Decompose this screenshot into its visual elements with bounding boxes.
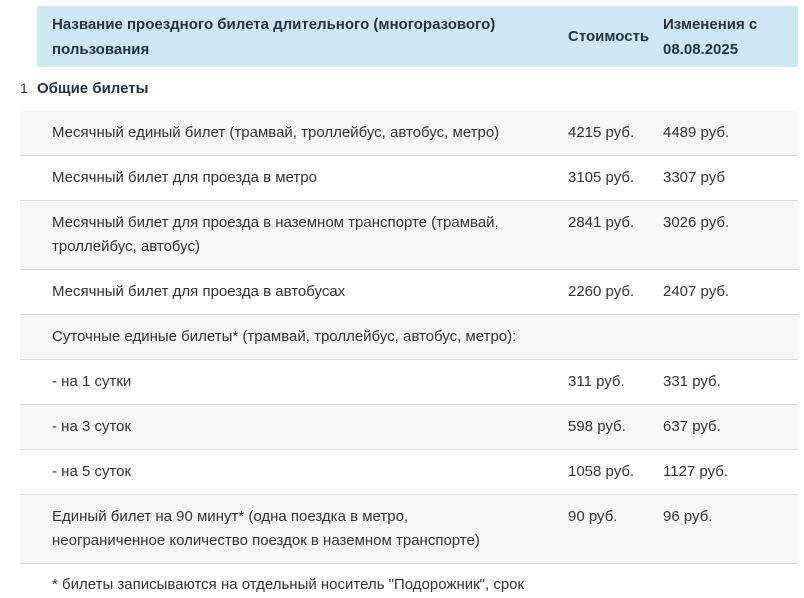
- ticket-price: 4215 руб.: [568, 124, 635, 141]
- ticket-price: 3105 руб.: [568, 169, 635, 186]
- column-header-price: Стоимость: [568, 28, 650, 45]
- table-header-row: Название проездного билета длительного (…: [37, 6, 798, 67]
- table-row: Месячный единый билет (трамвай, троллейб…: [20, 111, 798, 155]
- ticket-new-price: 3026 руб.: [663, 214, 730, 231]
- ticket-name: - на 5 суток: [52, 463, 132, 480]
- ticket-price: 311 руб.: [568, 373, 625, 390]
- table-row: Месячный билет для проезда в метро 3105 …: [20, 155, 798, 200]
- section-row: 1 Общие билеты: [20, 67, 798, 111]
- ticket-new-price: 331 руб.: [663, 373, 721, 390]
- section-title: Общие билеты: [37, 80, 149, 97]
- row-number-gutter: [20, 505, 37, 553]
- table-row: - на 5 суток 1058 руб. 1127 руб.: [20, 449, 798, 494]
- row-number-gutter: [20, 325, 37, 349]
- table-body: Месячный единый билет (трамвай, троллейб…: [20, 111, 798, 563]
- row-number-gutter: [20, 370, 37, 394]
- ticket-new-price: 2407 руб.: [663, 283, 730, 300]
- ticket-name: Месячный билет для проезда в метро: [52, 169, 317, 186]
- section-number: 1: [20, 80, 28, 96]
- ticket-name: - на 1 сутки: [52, 373, 132, 390]
- ticket-name: Месячный единый билет (трамвай, троллейб…: [52, 124, 500, 141]
- ticket-new-price: 1127 руб.: [663, 463, 729, 480]
- ticket-new-price: 96 руб.: [663, 508, 713, 525]
- ticket-new-price: 637 руб.: [663, 418, 721, 435]
- footnote-row: * билеты записываются на отдельный носит…: [20, 563, 798, 598]
- row-number-gutter: [20, 415, 37, 439]
- ticket-price: [568, 325, 663, 349]
- row-number-gutter: [20, 166, 37, 190]
- table-row: Единый билет на 90 минут* (одна поездка …: [20, 494, 798, 563]
- row-number-gutter: [20, 121, 37, 145]
- ticket-new-price: 4489 руб.: [663, 124, 730, 141]
- fare-table: Название проездного билета длительного (…: [20, 6, 798, 598]
- column-header-name: Название проездного билета длительного (…: [52, 15, 496, 58]
- table-row: - на 3 суток 598 руб. 637 руб.: [20, 404, 798, 449]
- table-row: Месячный билет для проезда в автобусах 2…: [20, 269, 798, 314]
- ticket-name: Единый билет на 90 минут* (одна поездка …: [52, 508, 480, 549]
- ticket-price: 2260 руб.: [568, 283, 635, 300]
- ticket-name: Месячный билет для проезда в наземном тр…: [52, 214, 499, 255]
- ticket-name: Месячный билет для проезда в автобусах: [52, 283, 346, 300]
- column-header-change-date: Изменения с 08.08.2025: [663, 15, 758, 58]
- ticket-price: 90 руб.: [568, 508, 618, 525]
- ticket-name: Суточные единые билеты* (трамвай, тролле…: [52, 328, 517, 345]
- row-number-gutter: [20, 280, 37, 304]
- ticket-new-price: 3307 руб: [663, 169, 725, 186]
- ticket-new-price: [663, 325, 798, 349]
- table-row: Месячный билет для проезда в наземном тр…: [20, 200, 798, 269]
- ticket-name: - на 3 суток: [52, 418, 132, 435]
- table-row: - на 1 сутки 311 руб. 331 руб.: [20, 359, 798, 404]
- table-row: Суточные единые билеты* (трамвай, тролле…: [20, 314, 798, 359]
- row-number-gutter: [20, 460, 37, 484]
- footnote-text: * билеты записываются на отдельный носит…: [52, 576, 525, 593]
- ticket-price: 598 руб.: [568, 418, 626, 435]
- ticket-price: 2841 руб.: [568, 214, 635, 231]
- ticket-price: 1058 руб.: [568, 463, 635, 480]
- row-number-gutter: [20, 211, 37, 259]
